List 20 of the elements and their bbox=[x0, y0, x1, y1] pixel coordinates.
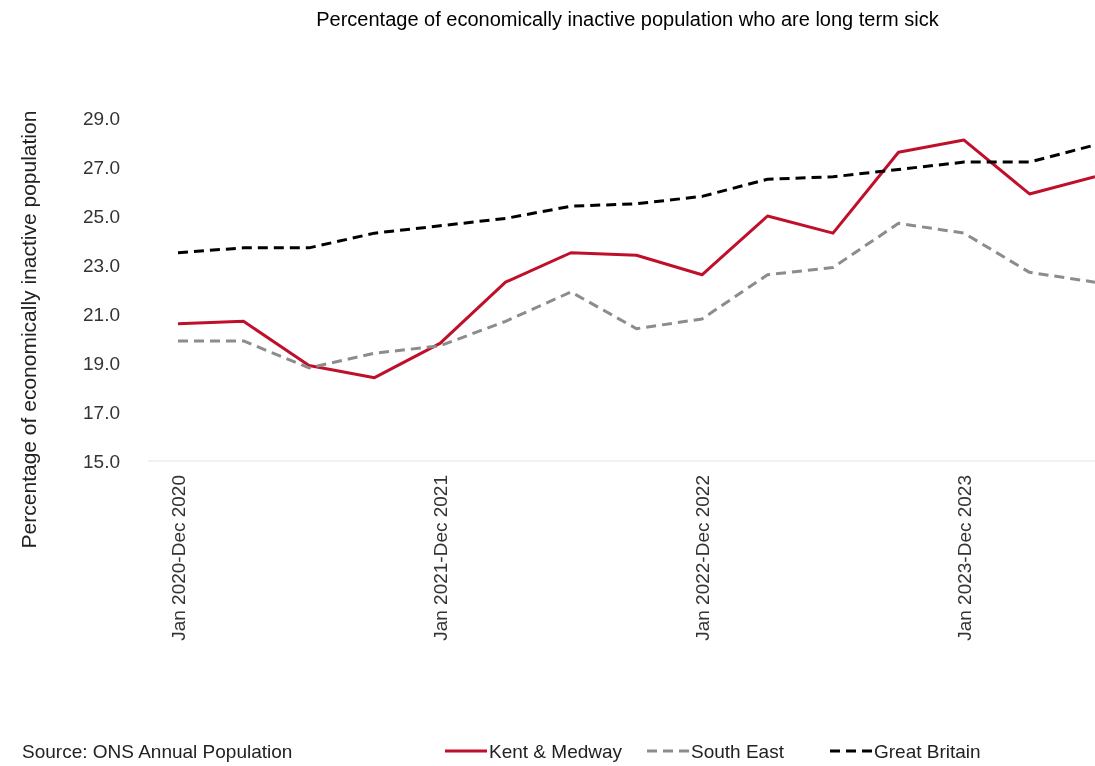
source-note: Source: ONS Annual Population bbox=[22, 741, 293, 762]
legend-label: Great Britain bbox=[874, 741, 981, 762]
x-tick-label: Jan 2021-Dec 2021 bbox=[429, 475, 451, 641]
legend-label: South East bbox=[691, 741, 785, 762]
y-tick-label: 27.0 bbox=[83, 156, 120, 178]
y-axis-title: Percentage of economically inactive population bbox=[17, 110, 40, 549]
y-tick-label: 19.0 bbox=[83, 352, 120, 374]
x-tick-label: Jan 2020-Dec 2020 bbox=[167, 475, 189, 641]
chart-title: Percentage of economically inactive population who are long term sick bbox=[316, 8, 940, 30]
x-tick-label: Jan 2023-Dec 2023 bbox=[953, 475, 975, 641]
y-tick-label: 15.0 bbox=[83, 450, 120, 472]
y-tick-label: 25.0 bbox=[83, 205, 120, 227]
y-tick-label: 21.0 bbox=[83, 303, 120, 325]
line-series bbox=[176, 138, 1095, 380]
legend-label: Kent & Medway bbox=[489, 741, 623, 762]
y-tick-label: 29.0 bbox=[83, 107, 120, 129]
line-series bbox=[176, 221, 1095, 370]
y-tick-label: 23.0 bbox=[83, 254, 120, 276]
x-tick-label: Jan 2022-Dec 2022 bbox=[691, 475, 713, 641]
y-tick-label: 17.0 bbox=[83, 401, 120, 423]
